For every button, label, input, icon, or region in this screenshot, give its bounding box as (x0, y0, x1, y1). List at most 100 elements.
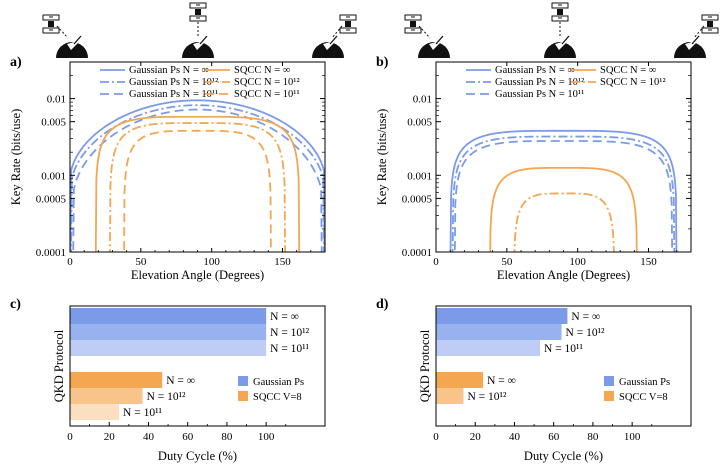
duty-cycle-bar (70, 308, 267, 324)
satellite-panel-top (189, 2, 207, 9)
ground-station-dome (674, 42, 706, 58)
legend-label: Gaussian Ps N = ∞ (129, 65, 209, 76)
legend-label: Gaussian Ps N = 10¹² (129, 77, 218, 88)
satellite-panel-top (42, 14, 60, 21)
satellite-icon (701, 14, 719, 34)
satellite-body (557, 9, 563, 15)
x-tick-label: 80 (221, 431, 233, 443)
satellite-pass-icons (42, 2, 357, 58)
satellite-icon (42, 14, 60, 34)
legend-label: Gaussian Ps N = 10¹² (495, 77, 584, 88)
x-tick-label: 50 (135, 256, 147, 268)
x-tick-label: 100 (258, 431, 275, 443)
series-line-0 (70, 99, 325, 252)
panel-c: c) N = ∞ N = 10¹² N = 10¹¹ N = ∞ N = 10¹² N = … (10, 297, 326, 463)
satellite-body (48, 21, 54, 27)
bar-label: N = ∞ (487, 375, 516, 387)
bar-label: N = 10¹² (147, 391, 186, 403)
x-tick-label: 40 (509, 431, 521, 443)
ground-station-feed (435, 35, 444, 45)
legend-label: Gaussian Ps (253, 377, 304, 388)
legend-swatch (238, 391, 248, 401)
x-tick-label: 0 (433, 431, 439, 443)
series-line-3 (94, 115, 301, 252)
x-tick-label: 50 (501, 256, 513, 268)
ground-station-icon (418, 35, 450, 58)
x-tick-label: 80 (587, 431, 599, 443)
bar-label: N = 10¹² (566, 327, 605, 339)
duty-cycle-bar (70, 404, 120, 420)
y-tick-label: 0.0001 (36, 247, 66, 259)
plot-frame (435, 305, 692, 427)
curves (70, 99, 325, 252)
legend-swatch (238, 376, 248, 386)
x-tick-label: 60 (548, 431, 560, 443)
y-tick-label: 0.01 (47, 94, 66, 106)
legend-swatch (604, 376, 614, 386)
panel-label: d) (376, 297, 389, 312)
x-tick-label: 0 (433, 256, 439, 268)
series-line-0 (449, 129, 678, 252)
legend-label: SQCC N = ∞ (600, 65, 656, 76)
bar-label: N = ∞ (571, 311, 600, 323)
satellite-panel-top (701, 14, 719, 21)
legend-swatch (604, 391, 614, 401)
legend-label: SQCC V=8 (253, 392, 302, 403)
panel-d: d) N = ∞ N = 10¹² N = 10¹¹ N = ∞ N = 10¹² 0 20 4… (376, 297, 692, 463)
ground-station-dish (193, 40, 207, 50)
bar-label: N = 10¹¹ (270, 343, 309, 355)
legend-label: SQCC N = 10¹² (234, 77, 300, 88)
x-tick-label: 100 (569, 256, 586, 268)
satellite-panel-bottom (551, 15, 569, 22)
panel-a: a) 0 50 100 150 0.0001 0.0005 0.001 0.005 0.01 Ele… (9, 55, 326, 282)
series-line-3 (489, 166, 638, 252)
link-line-icon (56, 25, 69, 39)
x-tick-label: 0 (67, 431, 73, 443)
legend-label: Gaussian Ps N = 10¹¹ (129, 89, 218, 100)
panel-label: b) (376, 55, 389, 70)
legend-label: Gaussian Ps (619, 377, 670, 388)
duty-cycle-bar (436, 324, 562, 340)
series-line-1 (451, 135, 676, 252)
x-axis-title: Duty Cycle (%) (158, 449, 237, 463)
series-line-2 (72, 108, 323, 252)
legend-label: Gaussian Ps N = 10¹¹ (495, 89, 584, 100)
y-axis-title: QKD Protocol (418, 329, 432, 402)
legend: Gaussian Ps N = ∞Gaussian Ps N = 10¹²Gau… (466, 65, 666, 100)
x-tick-label: 20 (470, 431, 482, 443)
curves (449, 129, 678, 252)
ground-station-dish (67, 40, 81, 50)
y-tick-label: 0.0005 (402, 193, 433, 205)
y-tick-label: 0.01 (413, 94, 432, 106)
bar-label: N = 10¹² (270, 327, 309, 339)
ground-station-dome (56, 42, 88, 58)
satellite-panel-bottom (189, 15, 207, 22)
y-axis-title: QKD Protocol (52, 329, 66, 402)
series-line-5 (123, 129, 272, 252)
bar-label: N = ∞ (166, 375, 195, 387)
duty-cycle-bar (70, 340, 267, 356)
bar-label: N = 10¹² (467, 391, 506, 403)
ground-station-feed (199, 35, 208, 45)
y-axis-title: Key Rate (bits/use) (375, 109, 389, 206)
satellite-icon (189, 2, 207, 22)
satellite-body (195, 9, 201, 15)
duty-cycle-bar (436, 308, 568, 324)
link-line-icon (418, 25, 431, 39)
legend-label: SQCC N = ∞ (234, 65, 290, 76)
x-tick-label: 40 (143, 431, 155, 443)
duty-cycle-bar (436, 372, 484, 388)
ground-station-icon (56, 35, 88, 58)
y-tick-label: 0.005 (41, 117, 66, 129)
satellite-icon (551, 2, 569, 22)
y-tick-label: 0.001 (41, 170, 66, 182)
ground-station-dish (685, 40, 699, 50)
panel-b: b) 0 50 100 150 0.0001 0.0005 0.001 0.005 0.01 Ele… (375, 55, 692, 282)
legend-label: Gaussian Ps N = ∞ (495, 65, 575, 76)
ground-station-dish (555, 40, 569, 50)
ground-station-feed (73, 35, 82, 45)
ground-station-dome (312, 42, 344, 58)
ground-station-icon (674, 35, 706, 58)
x-tick-label: 100 (203, 256, 220, 268)
